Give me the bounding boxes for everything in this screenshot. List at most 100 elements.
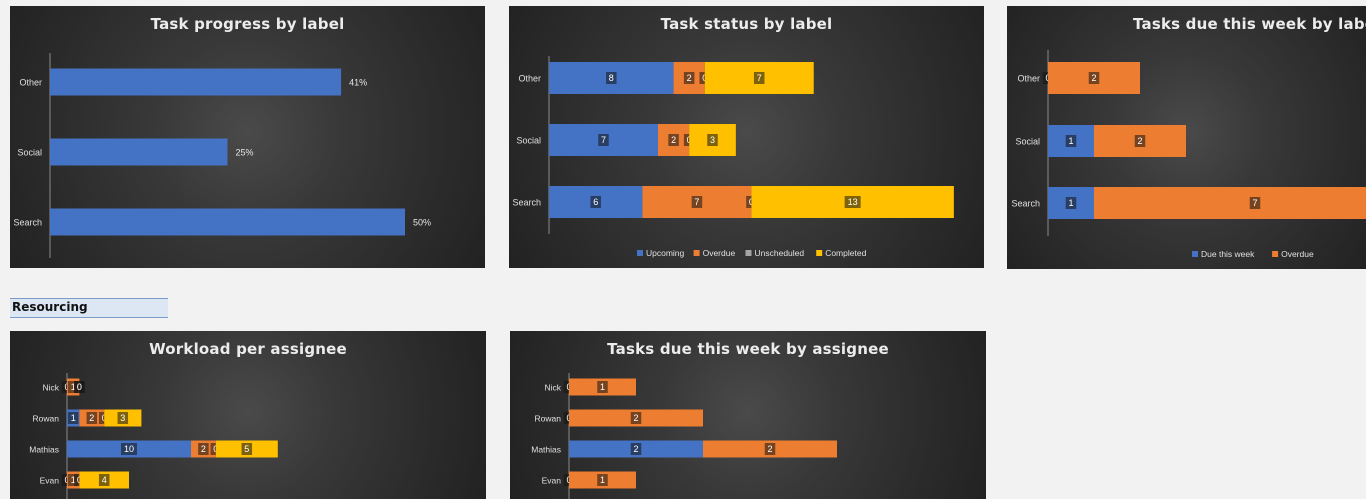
legend-label-upcoming: Upcoming — [646, 248, 685, 258]
chart-tasks-due-by-assignee: Nick01Rowan02Mathias22Evan01 — [531, 373, 837, 499]
chart-panel-task-progress: Task progress by label Other 41% Social 25%… — [10, 6, 485, 268]
data-label-bg — [630, 443, 642, 455]
chart-title: Tasks due this week by assignee — [607, 340, 889, 358]
data-label-completed-search: 13 — [848, 197, 858, 207]
data-label-overdue-rowan: 2 — [89, 413, 94, 423]
chart-tasks-due-by-label: Other02Social12Search17Due this weekOver… — [1011, 50, 1366, 259]
chart-title: Task status by label — [660, 15, 833, 33]
data-label-bg — [683, 72, 695, 84]
data-label-bg — [1065, 135, 1077, 147]
data-label-bg — [241, 443, 253, 455]
data-label-bg — [198, 443, 209, 455]
data-label-bg — [67, 412, 79, 424]
data-label-bg — [597, 381, 608, 393]
bar-other — [50, 68, 342, 96]
data-label-bg — [67, 381, 79, 393]
chart-panel-task-status: Task status by label Other8207Social7203… — [509, 6, 984, 268]
data-label-overdue-other: 2 — [687, 73, 692, 83]
category-label-social: Social — [17, 148, 42, 158]
chart-title: Task progress by label — [150, 15, 345, 33]
data-label-upcoming-mathias: 10 — [124, 444, 134, 454]
data-label-bg — [1249, 197, 1261, 209]
data-label-bg — [707, 134, 718, 146]
legend-swatch-overdue — [1272, 251, 1279, 257]
data-label-bg — [117, 412, 129, 424]
chart-panel-tasks-due-by-assignee: Tasks due this week by assignee Nick01Ro… — [510, 331, 986, 499]
chart-workload: Nick0100Rowan1203Mathias10205Evan0104 — [29, 373, 278, 499]
legend-label-overdue: Overdue — [703, 248, 736, 258]
data-label-overdue-nick: 1 — [600, 382, 605, 392]
data-label-bg — [598, 134, 609, 146]
data-label-bg — [691, 196, 703, 208]
data-label-bg — [590, 196, 601, 208]
section-title: Resourcing — [12, 300, 88, 314]
data-label-due-this-week-social: 1 — [1068, 136, 1073, 146]
data-label-completed-rowan: 3 — [120, 413, 125, 423]
data-label-bg — [121, 443, 137, 455]
data-label-unscheduled-social: 0 — [687, 135, 692, 145]
category-label-other: Other — [518, 74, 541, 84]
data-label-bg — [74, 381, 85, 393]
legend-swatch-unscheduled — [745, 250, 752, 256]
chart-title: Tasks due this week by label — [1133, 15, 1366, 33]
legend-label-completed: Completed — [825, 248, 866, 258]
data-label-bg — [668, 134, 679, 146]
data-label-bg — [753, 72, 765, 84]
data-label-bg — [844, 196, 861, 208]
category-label-rowan: Rowan — [33, 414, 60, 424]
legend-label-due-this-week: Due this week — [1201, 249, 1255, 259]
data-label-completed-mathias: 5 — [244, 444, 249, 454]
data-label-due-this-week-search: 1 — [1068, 198, 1073, 208]
data-label-bg — [1065, 197, 1077, 209]
category-label-nick: Nick — [42, 383, 59, 393]
data-label-upcoming-search: 6 — [593, 197, 598, 207]
category-label-rowan: Rowan — [535, 414, 562, 424]
data-label-completed-evan: 4 — [102, 475, 107, 485]
section-header-resourcing: Resourcing — [10, 298, 168, 318]
legend-swatch-upcoming — [637, 250, 643, 256]
data-label-bg — [98, 474, 110, 486]
data-label-bg — [683, 134, 695, 146]
category-label-nick: Nick — [544, 383, 561, 393]
data-label-upcoming-other: 8 — [609, 73, 614, 83]
category-label-search: Search — [1011, 199, 1040, 209]
category-label-other: Other — [19, 78, 42, 88]
data-label-overdue-evan: 1 — [71, 475, 76, 485]
chart-title: Workload per assignee — [149, 340, 347, 358]
data-label-bg — [764, 443, 776, 455]
data-label-overdue-mathias: 2 — [767, 444, 772, 454]
data-label-overdue-social: 2 — [1137, 136, 1142, 146]
data-label-bg — [597, 474, 608, 486]
legend-swatch-due-this-week — [1192, 251, 1198, 257]
category-label-social: Social — [1015, 137, 1040, 147]
data-label-overdue-rowan: 2 — [633, 413, 638, 423]
data-label-completed-social: 3 — [710, 135, 715, 145]
data-label-overdue-evan: 1 — [600, 475, 605, 485]
data-label-overdue-social: 2 — [671, 135, 676, 145]
chart-task-progress: Other 41% Social 25% Search 50% — [13, 53, 431, 258]
category-label-search: Search — [512, 198, 541, 208]
data-label-bg — [86, 412, 98, 424]
category-label-mathias: Mathias — [531, 445, 561, 455]
category-label-evan: Evan — [542, 476, 562, 486]
legend-swatch-completed — [816, 250, 823, 256]
data-label-overdue-nick: 1 — [71, 382, 76, 392]
data-label-bg — [630, 412, 642, 424]
category-label-social: Social — [516, 136, 541, 146]
data-label-bg — [1134, 135, 1146, 147]
legend-swatch-overdue — [693, 250, 700, 256]
data-label-overdue-search: 7 — [694, 197, 699, 207]
legend-label-unscheduled: Unscheduled — [755, 248, 805, 258]
data-label-upcoming-rowan: 1 — [71, 413, 76, 423]
data-label-bg — [67, 474, 79, 486]
category-label-other: Other — [1017, 74, 1040, 84]
bar-segment-overdue-search — [1094, 187, 1366, 219]
category-label-mathias: Mathias — [29, 445, 59, 455]
legend-label-overdue: Overdue — [1281, 249, 1314, 259]
data-label-social: 25% — [236, 148, 254, 158]
data-label-completed-nick: 0 — [77, 382, 82, 392]
bar-social — [50, 138, 228, 166]
bar-search — [50, 208, 405, 236]
data-label-bg — [606, 72, 617, 84]
chart-panel-tasks-due-by-label: Tasks due this week by label Other02Soci… — [1007, 6, 1366, 269]
